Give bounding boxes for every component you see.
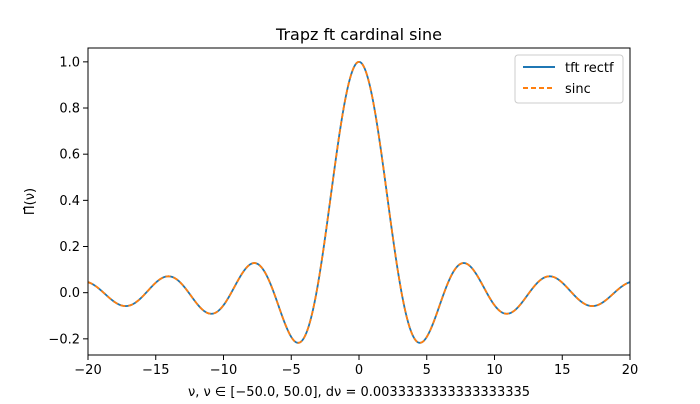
x-tick-label: 10 — [486, 363, 503, 378]
x-tick-label: 15 — [554, 363, 571, 378]
x-axis-label: ν, ν ∈ [−50.0, 50.0], dν = 0.00333333333… — [188, 385, 530, 400]
x-tick-group: −20 −15 −10 −5 0 5 10 15 20 — [74, 355, 638, 378]
x-tick-label: −5 — [282, 363, 301, 378]
y-tick-label: 1.0 — [59, 55, 80, 70]
chart-title: Trapz ft cardinal sine — [275, 25, 442, 44]
y-tick-label: 0.6 — [59, 148, 80, 163]
y-axis-label: Π̂(ν) — [23, 188, 38, 215]
y-tick-label: 0.2 — [59, 240, 80, 255]
x-tick-label: 0 — [355, 363, 363, 378]
legend-label-tft-rectf: tft rectf — [565, 61, 614, 76]
x-tick-label: −20 — [74, 363, 101, 378]
y-tick-label: 0.0 — [59, 286, 80, 301]
x-tick-label: 5 — [423, 363, 431, 378]
y-tick-label: 0.8 — [59, 102, 80, 117]
legend: tft rectf sinc — [514, 54, 624, 104]
curve-layer — [87, 60, 631, 344]
series-line-sinc — [87, 60, 631, 344]
x-tick-label: −10 — [210, 363, 237, 378]
y-tick-group: −0.2 0.0 0.2 0.4 0.6 0.8 1.0 — [48, 55, 88, 347]
series-line-tft-rectf — [87, 60, 631, 344]
x-tick-label: −15 — [142, 363, 169, 378]
legend-label-sinc: sinc — [565, 82, 591, 97]
y-tick-label: −0.2 — [48, 332, 80, 347]
y-tick-label: 0.4 — [59, 194, 80, 209]
x-tick-label: 20 — [622, 363, 639, 378]
